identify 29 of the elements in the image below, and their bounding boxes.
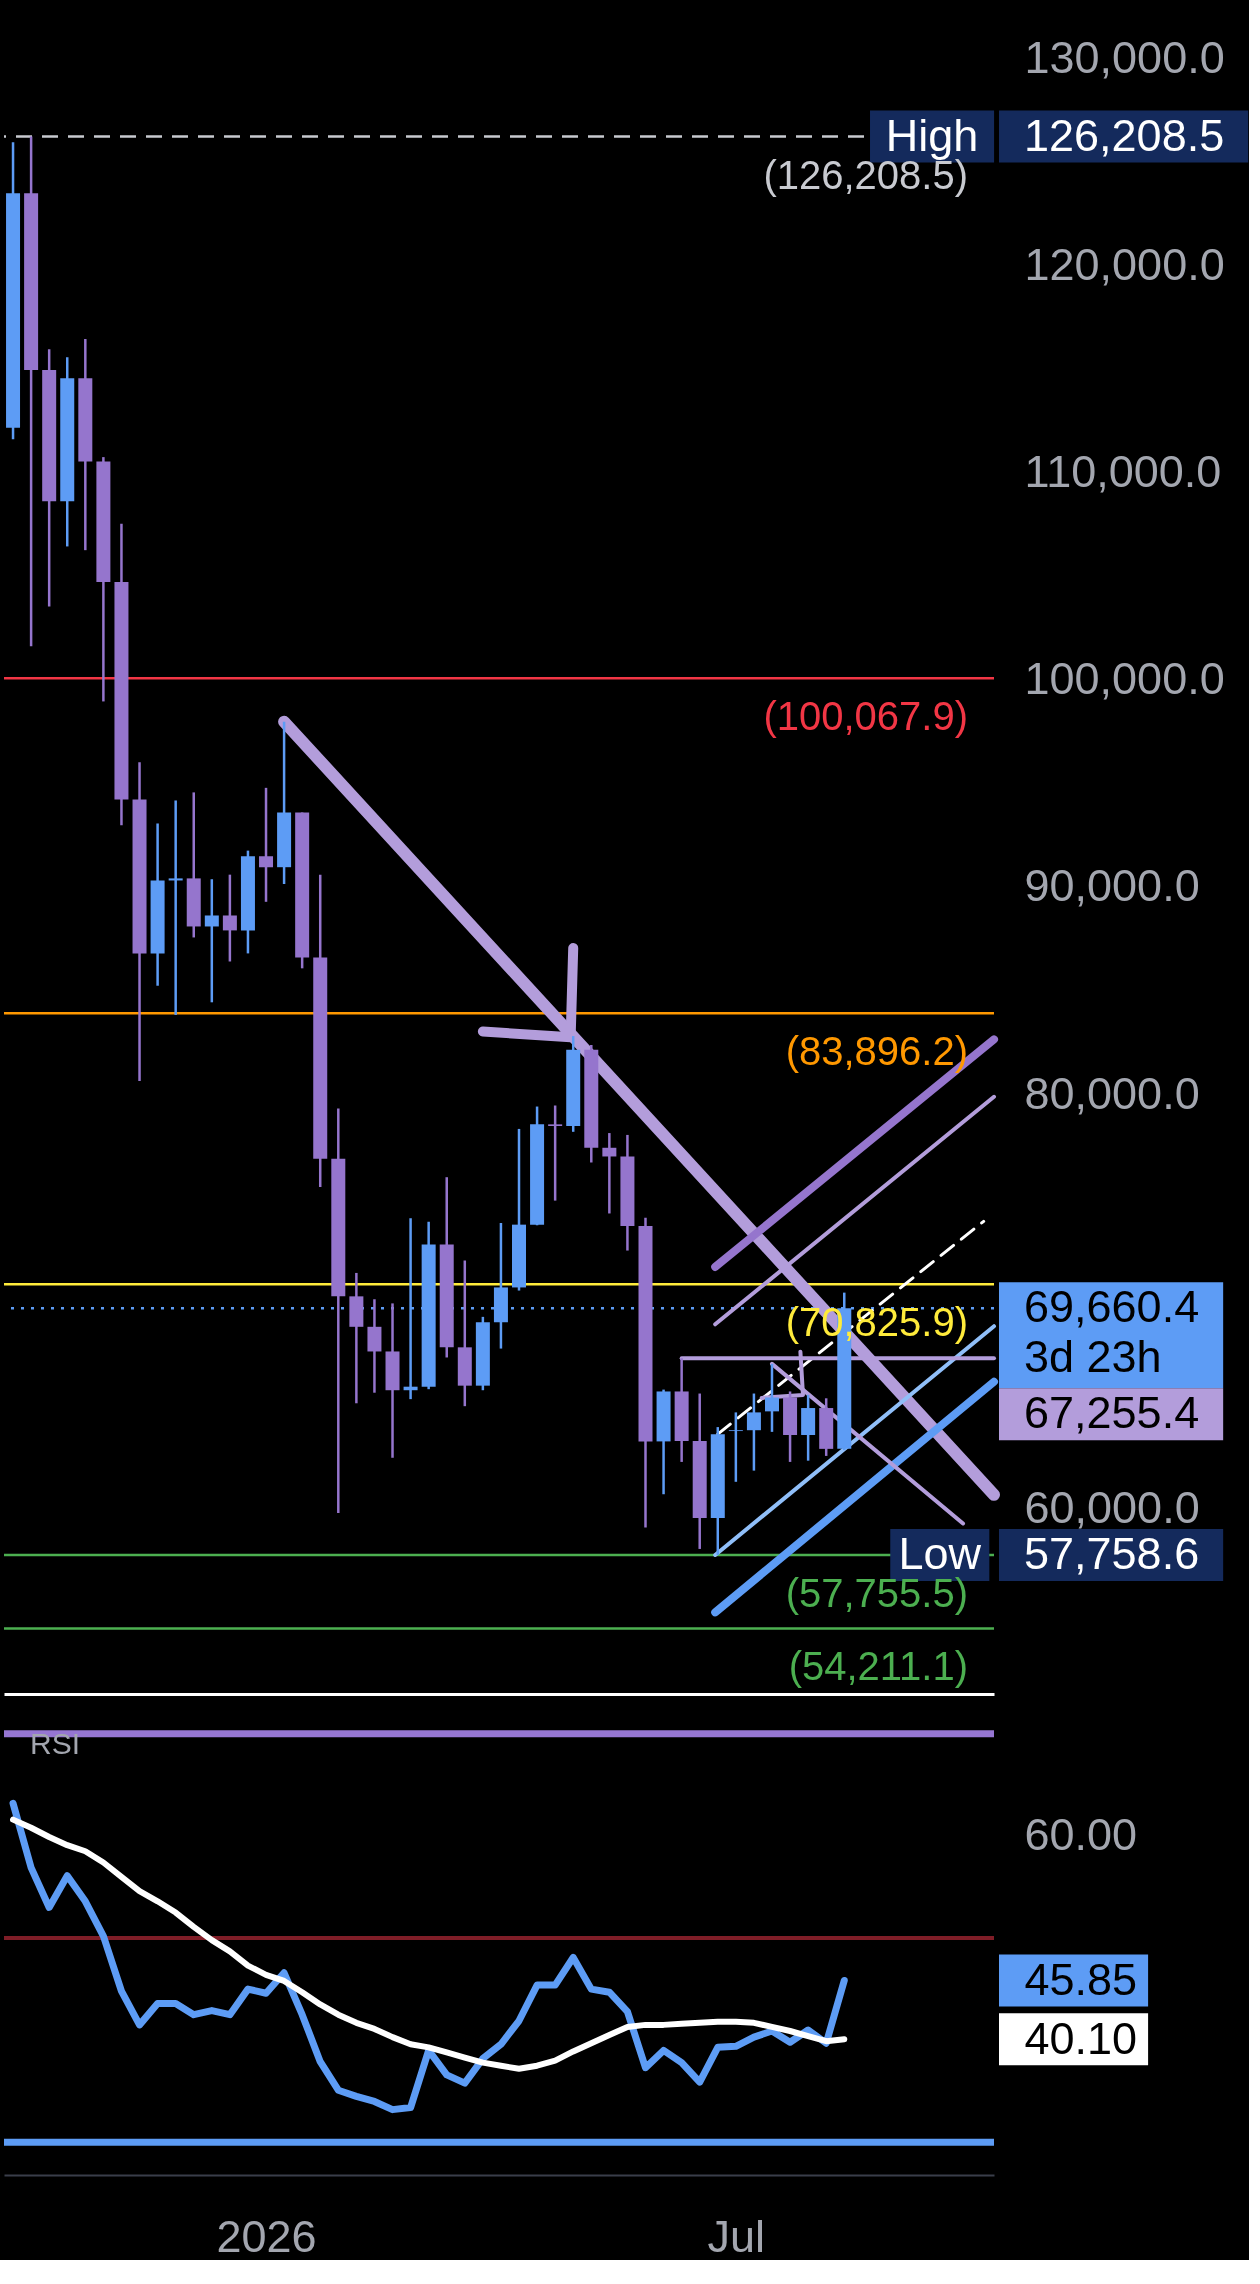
ref-line-label: (83,896.2) xyxy=(785,1029,968,1074)
text: RSI xyxy=(30,1727,81,1760)
candlestick xyxy=(259,786,274,904)
candlestick xyxy=(204,877,219,1004)
candlestick xyxy=(548,1104,563,1202)
y-tick-label: 100,000.0 xyxy=(1024,653,1225,705)
y-tick-label: 130,000.0 xyxy=(1024,31,1225,83)
y-tick-label: 60,000.0 xyxy=(1024,1482,1200,1534)
candlestick xyxy=(746,1392,761,1472)
candlestick xyxy=(728,1411,743,1484)
y-tick-label: 90,000.0 xyxy=(1024,860,1200,912)
x-tick-label: 2026 xyxy=(216,2210,317,2262)
ref-line-label: (54,211.1) xyxy=(788,1644,968,1689)
x-tick-label: Jul xyxy=(707,2210,766,2262)
candlestick xyxy=(764,1362,779,1434)
text: 69,660.4 3d 23h xyxy=(1024,1281,1200,1383)
y-tick-label: 110,000.0 xyxy=(1024,445,1222,497)
y-tick-label: 60.00 xyxy=(1024,1809,1138,1861)
candlestick xyxy=(602,1131,617,1215)
text: 126,208.5 xyxy=(1024,109,1225,161)
candlestick xyxy=(222,873,237,963)
data-label: 67,255.4 xyxy=(1024,1387,1200,1439)
y-tick-label: 45.85 xyxy=(1024,1953,1138,2005)
candlestick xyxy=(168,799,183,1017)
ref-line-label: (57,755.5) xyxy=(785,1571,968,1616)
y-tick-label: 120,000.0 xyxy=(1024,238,1225,290)
y-tick-label: 80,000.0 xyxy=(1024,1067,1200,1119)
y-tick-label: 40.10 xyxy=(1024,2012,1138,2064)
ref-line-label: (100,067.9) xyxy=(763,694,968,739)
